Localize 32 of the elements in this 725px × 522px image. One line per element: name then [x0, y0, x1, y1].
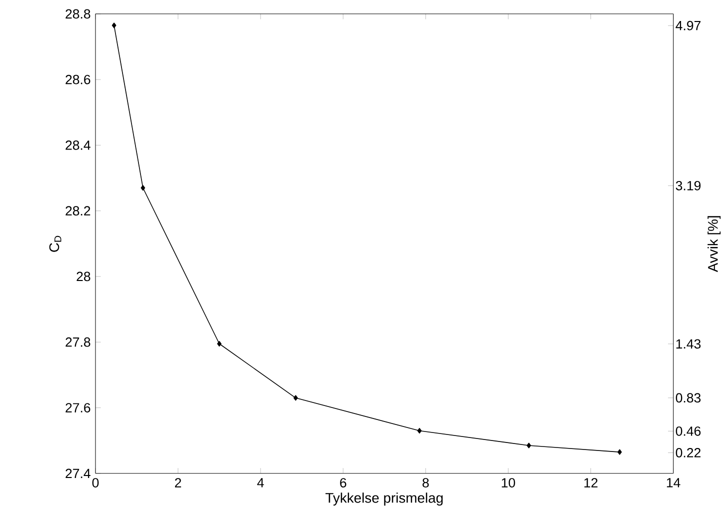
y-tick-label: 28.4	[66, 140, 90, 150]
x-axis-title: Tykkelse prismelag	[326, 492, 443, 506]
y2-tick-label: 1.43	[676, 339, 701, 349]
point	[526, 442, 532, 448]
x-tick-label: 10	[502, 478, 516, 488]
y-tick-label: 28.2	[66, 206, 90, 216]
y-tick-label: 27.6	[66, 403, 90, 412]
y2-axis-title: Avvik [%]	[708, 216, 721, 272]
y2-tick-label: 0.22	[676, 448, 700, 458]
point	[417, 428, 422, 434]
y2-tick-label: 3.19	[676, 180, 701, 190]
y-tick-label: 28.6	[66, 74, 90, 84]
x-tick-label: 8	[422, 478, 429, 488]
x-tick-label: 2	[175, 478, 182, 488]
y-axis-title: C$_{D}$	[49, 236, 62, 252]
y-tick-label: 27.4	[66, 468, 90, 478]
point	[112, 22, 116, 28]
x-tick-label: 14	[666, 478, 680, 488]
point	[140, 185, 146, 191]
y-tick-label: 28.8	[66, 9, 90, 19]
point	[293, 395, 298, 401]
y2-tick-label: 0.46	[676, 426, 701, 436]
x-tick-label: 0	[92, 478, 99, 488]
y2-tick-label: 4.97	[676, 20, 700, 30]
y-tick-label: 28	[76, 272, 90, 282]
point	[617, 449, 622, 455]
x-tick-label: 6	[340, 478, 346, 488]
point	[217, 340, 222, 346]
x-tick-label: 12	[584, 478, 598, 488]
y-tick-label: 27.8	[66, 337, 90, 347]
x-tick-label: 4	[257, 478, 264, 488]
y2-tick-label: 0.83	[676, 393, 701, 402]
